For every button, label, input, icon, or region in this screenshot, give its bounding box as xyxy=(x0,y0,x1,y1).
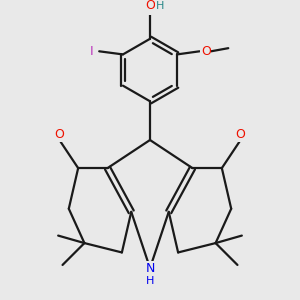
Text: O: O xyxy=(201,45,211,58)
Text: O: O xyxy=(55,128,64,141)
Text: O: O xyxy=(145,0,154,12)
Text: I: I xyxy=(90,45,94,58)
Text: N: N xyxy=(145,262,155,275)
Text: O: O xyxy=(236,128,245,141)
Text: H: H xyxy=(146,276,154,286)
Text: H: H xyxy=(156,1,164,11)
